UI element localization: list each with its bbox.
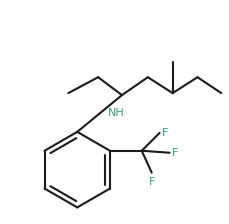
Text: F: F	[148, 177, 154, 187]
Text: F: F	[171, 148, 177, 158]
Text: NH: NH	[107, 108, 124, 118]
Text: F: F	[161, 128, 167, 138]
